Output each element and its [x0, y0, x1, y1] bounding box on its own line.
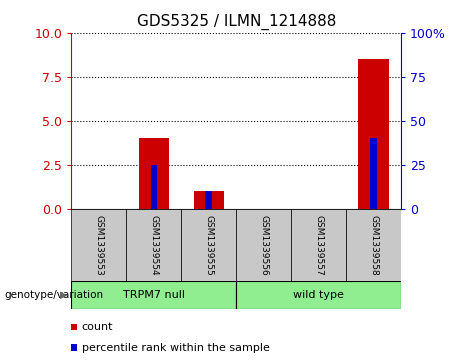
Bar	[139, 138, 169, 209]
Bar	[126, 209, 181, 281]
Text: TRPM7 null: TRPM7 null	[123, 290, 185, 300]
Bar	[236, 281, 401, 309]
Bar	[359, 59, 389, 209]
Text: wild type: wild type	[293, 290, 344, 300]
Text: GSM1339558: GSM1339558	[369, 215, 378, 276]
Bar	[236, 209, 291, 281]
Bar	[194, 191, 224, 209]
Bar	[71, 281, 236, 309]
Text: GSM1339557: GSM1339557	[314, 215, 323, 276]
Bar	[151, 165, 157, 209]
Text: genotype/variation: genotype/variation	[5, 290, 104, 300]
Bar	[346, 209, 401, 281]
Text: ▶: ▶	[60, 290, 67, 300]
Title: GDS5325 / ILMN_1214888: GDS5325 / ILMN_1214888	[136, 14, 336, 30]
Text: GSM1339556: GSM1339556	[259, 215, 268, 276]
Bar	[291, 209, 346, 281]
Bar	[181, 209, 236, 281]
Text: GSM1339553: GSM1339553	[95, 215, 103, 276]
Text: GSM1339554: GSM1339554	[149, 215, 159, 276]
Text: percentile rank within the sample: percentile rank within the sample	[82, 343, 270, 352]
Text: GSM1339555: GSM1339555	[204, 215, 213, 276]
Bar	[206, 191, 212, 209]
Text: count: count	[82, 322, 113, 332]
Bar	[370, 138, 377, 209]
Bar	[71, 209, 126, 281]
